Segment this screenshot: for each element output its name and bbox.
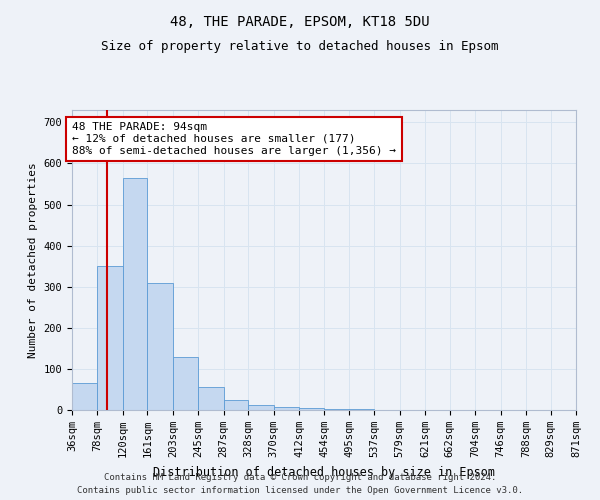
Bar bbox=[325, 409, 349, 410]
Bar bbox=[123, 178, 148, 410]
Text: Contains public sector information licensed under the Open Government Licence v3: Contains public sector information licen… bbox=[77, 486, 523, 495]
Bar bbox=[173, 358, 198, 410]
Bar bbox=[72, 384, 97, 410]
Text: 48, THE PARADE, EPSOM, KT18 5DU: 48, THE PARADE, EPSOM, KT18 5DU bbox=[170, 15, 430, 29]
Bar bbox=[97, 266, 123, 410]
Text: 48 THE PARADE: 94sqm
← 12% of detached houses are smaller (177)
88% of semi-deta: 48 THE PARADE: 94sqm ← 12% of detached h… bbox=[72, 122, 396, 156]
Bar bbox=[349, 409, 374, 410]
Bar bbox=[148, 282, 173, 410]
X-axis label: Distribution of detached houses by size in Epsom: Distribution of detached houses by size … bbox=[153, 466, 495, 478]
Text: Size of property relative to detached houses in Epsom: Size of property relative to detached ho… bbox=[101, 40, 499, 53]
Bar bbox=[248, 404, 274, 410]
Text: Contains HM Land Registry data © Crown copyright and database right 2024.: Contains HM Land Registry data © Crown c… bbox=[104, 474, 496, 482]
Y-axis label: Number of detached properties: Number of detached properties bbox=[28, 162, 38, 358]
Bar bbox=[224, 400, 248, 410]
Bar bbox=[198, 388, 224, 410]
Bar bbox=[274, 406, 299, 410]
Bar bbox=[299, 408, 325, 410]
